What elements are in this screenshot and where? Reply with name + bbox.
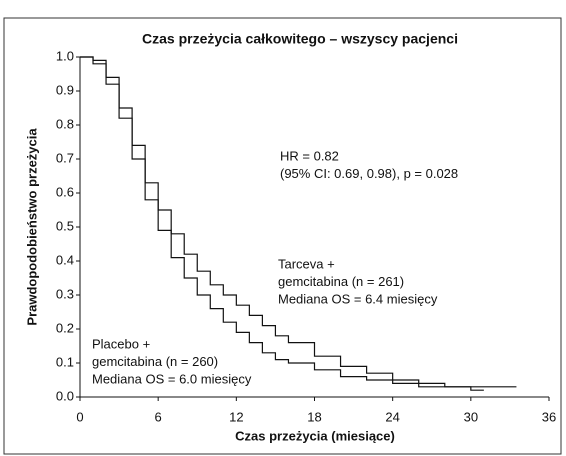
- y-tick-label: 0.8: [56, 116, 74, 131]
- y-tick-label: 0.2: [56, 320, 74, 335]
- annotation: HR = 0.82: [280, 148, 339, 163]
- y-tick-label: 0.6: [56, 184, 74, 199]
- annotation: Mediana OS = 6.4 miesięcy: [278, 291, 438, 306]
- y-tick-label: 1.0: [56, 48, 74, 63]
- y-axis-title: Prawdopodobieństwo przeżycia: [24, 128, 39, 326]
- y-tick-label: 0.9: [56, 82, 74, 97]
- x-axis-title: Czas przeżycia (miesiące): [235, 428, 395, 443]
- x-tick-label: 24: [385, 409, 399, 424]
- y-tick-label: 0.7: [56, 150, 74, 165]
- annotation: Mediana OS = 6.0 miesięcy: [92, 371, 252, 386]
- annotation: gemcitabina (n = 261): [278, 274, 404, 289]
- annotation: Tarceva +: [278, 256, 335, 271]
- x-tick-label: 12: [229, 409, 243, 424]
- y-tick-label: 0.5: [56, 218, 74, 233]
- frame: [3, 17, 562, 455]
- y-tick-label: 0.0: [56, 388, 74, 403]
- x-tick-label: 36: [542, 409, 556, 424]
- y-tick-label: 0.3: [56, 286, 74, 301]
- x-tick-label: 0: [76, 409, 83, 424]
- y-tick-label: 0.1: [56, 354, 74, 369]
- x-tick-label: 30: [464, 409, 478, 424]
- survival-curve: [80, 56, 484, 391]
- annotation: gemcitabina (n = 260): [92, 354, 218, 369]
- x-tick-label: 18: [307, 409, 321, 424]
- y-tick-label: 0.4: [56, 252, 74, 267]
- annotation: Placebo +: [92, 336, 150, 351]
- annotation: (95% CI: 0.69, 0.98), p = 0.028: [280, 166, 458, 181]
- chart-title: Czas przeżycia całkowitego – wszyscy pac…: [142, 31, 458, 47]
- x-tick-label: 6: [155, 409, 162, 424]
